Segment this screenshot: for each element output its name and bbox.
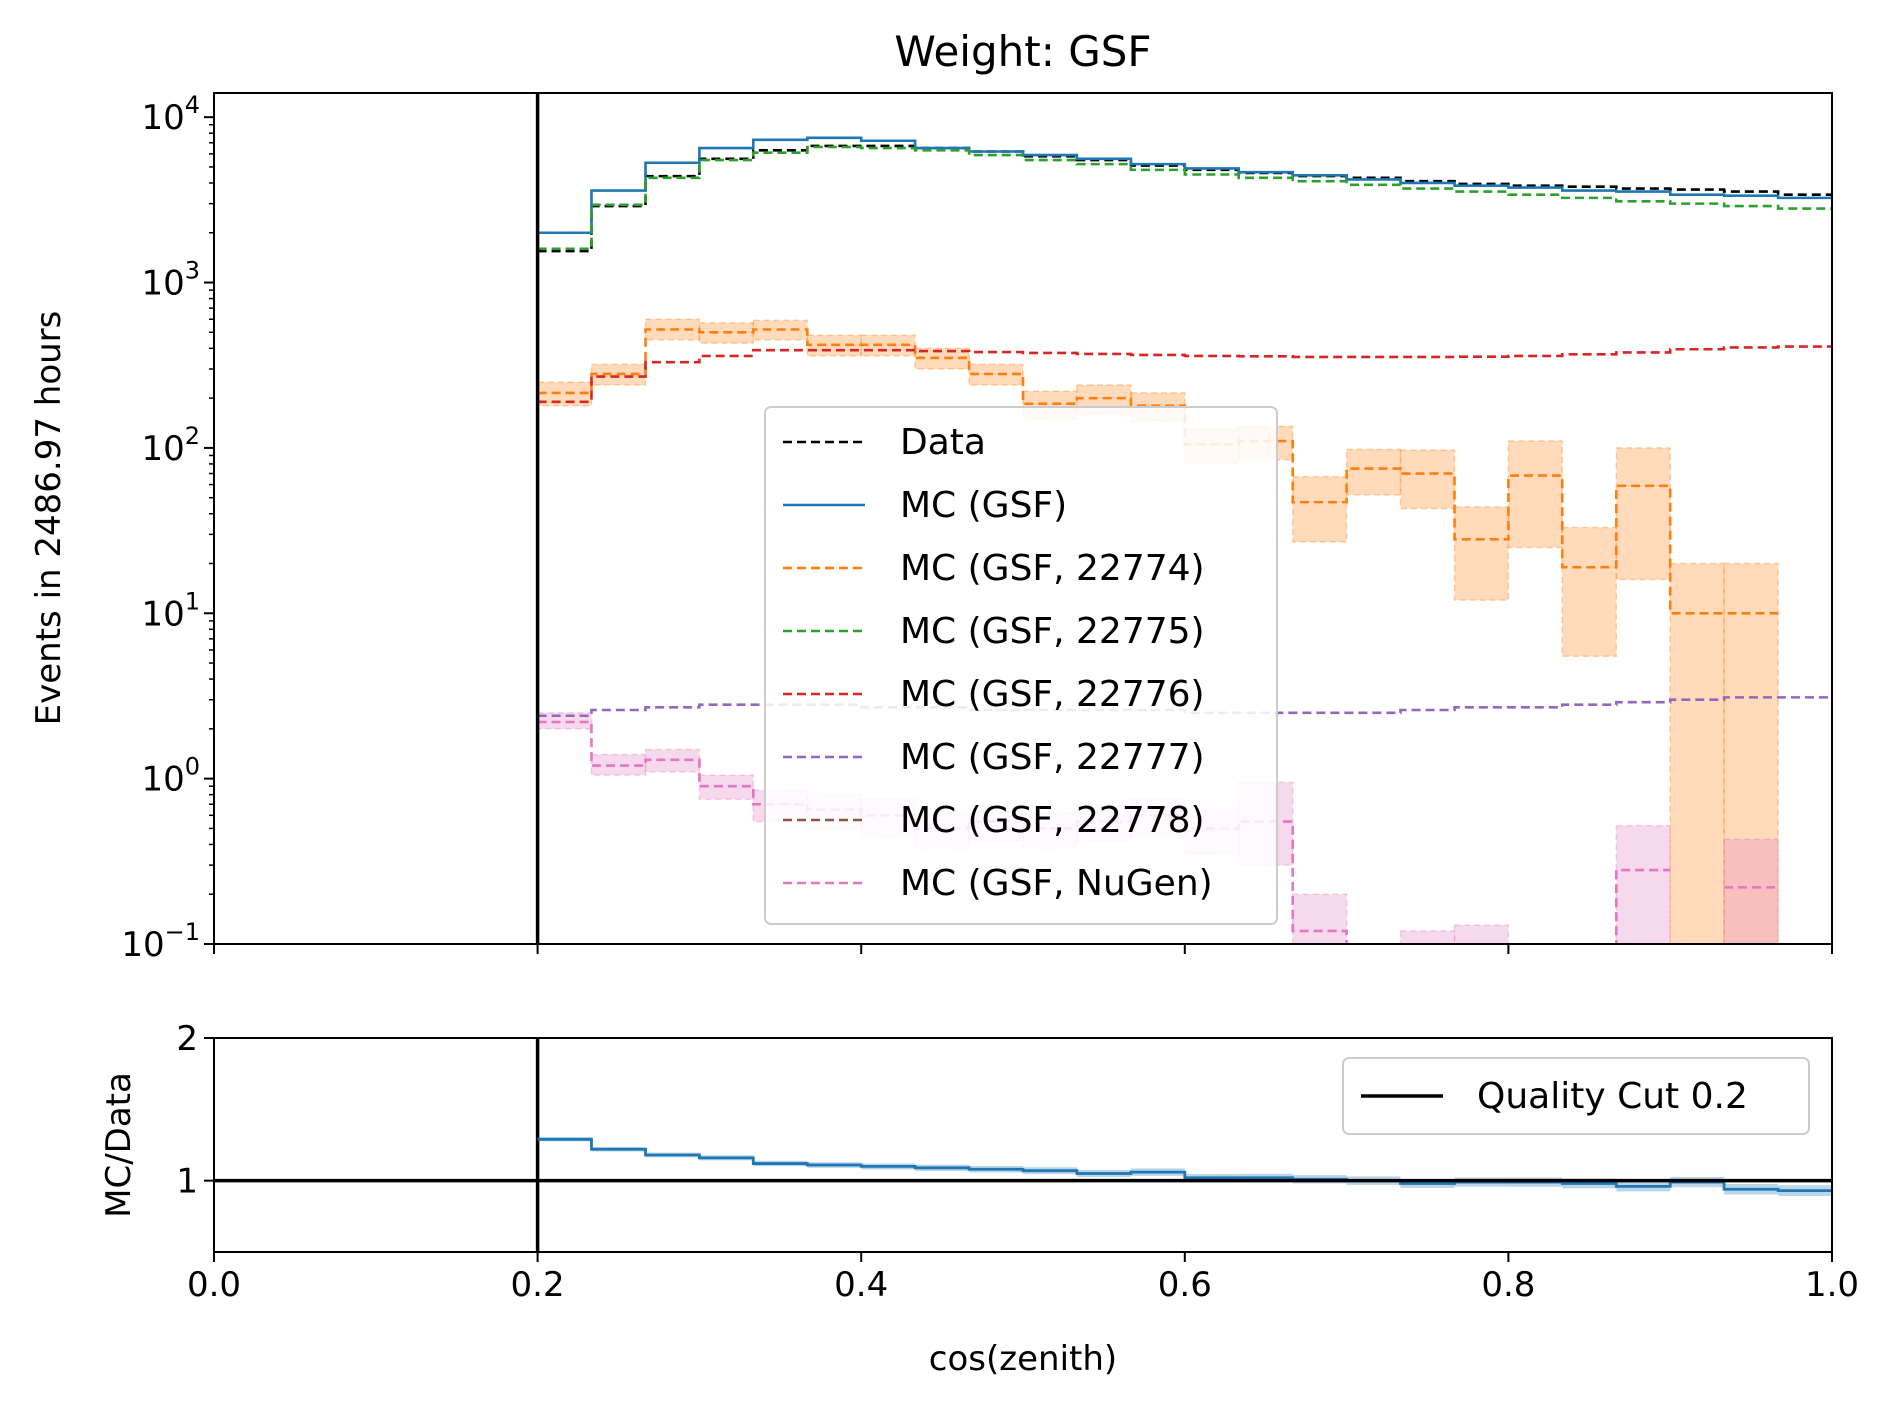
uncertainty-band <box>1723 838 1779 944</box>
series-line <box>537 345 1832 404</box>
x-tick-label: 1.0 <box>1805 1265 1859 1305</box>
uncertainty-band <box>1507 440 1564 549</box>
ratio-legend-label: Quality Cut 0.2 <box>1477 1076 1748 1117</box>
main-y-tick-exponent: 0 <box>185 753 200 781</box>
series-line <box>537 136 1832 235</box>
uncertainty-band <box>1291 475 1348 543</box>
main-y-tick-exponent: 1 <box>185 587 200 615</box>
uncertainty-band <box>1615 824 1671 944</box>
x-axis-label: cos(zenith) <box>929 1339 1117 1379</box>
series-line <box>537 328 1779 615</box>
legend-label: MC (GSF, 22774) <box>900 548 1205 589</box>
chart-title: Weight: GSF <box>894 27 1151 76</box>
main-y-axis-label: Events in 2486.97 hours <box>29 311 69 726</box>
uncertainty-band <box>1561 943 1618 944</box>
legend-label: MC (GSF, 22775) <box>900 611 1205 652</box>
ratio-axes-frame <box>213 1037 1833 1253</box>
main-plot-area <box>535 93 1832 944</box>
ratio-legend-box <box>1342 1057 1810 1135</box>
uncertainty-band <box>1345 448 1402 496</box>
legend-box <box>764 406 1278 925</box>
main-y-tick-label: 101 <box>141 587 200 634</box>
uncertainty-band <box>1399 930 1456 944</box>
uncertainty-band <box>1507 943 1564 944</box>
ratio-plot-area <box>214 1038 1832 1252</box>
uncertainty-band <box>914 347 970 370</box>
ratio-line <box>537 1137 1832 1193</box>
series-line <box>537 144 1832 253</box>
main-y-tick-label: 104 <box>141 91 200 138</box>
main-y-tick-exponent: −1 <box>165 918 200 946</box>
uncertainty-band <box>1453 924 1510 944</box>
uncertainty-band <box>1291 893 1348 944</box>
uncertainty-band <box>1615 447 1671 581</box>
uncertainty-band <box>1561 526 1618 657</box>
legend-label: MC (GSF, 22776) <box>900 674 1205 715</box>
x-tick-label: 0.4 <box>834 1265 888 1305</box>
uncertainty-band <box>1345 943 1402 944</box>
x-tick-label: 0.2 <box>511 1265 565 1305</box>
main-y-tick-label: 10−1 <box>121 918 200 965</box>
legend-label: MC (GSF, NuGen) <box>900 863 1213 904</box>
main-plot-clip <box>536 136 1832 944</box>
legend-label: MC (GSF, 22777) <box>900 737 1205 778</box>
x-tick-label: 0.8 <box>1481 1265 1535 1305</box>
main-axes-frame <box>213 92 1833 945</box>
legend-label: MC (GSF) <box>900 485 1067 526</box>
legend-label: Data <box>900 422 986 463</box>
uncertainty-band <box>1453 506 1510 601</box>
main-legend: Data MC (GSF) MC (GSF, 22774) MC (GSF, 2277… <box>764 406 1278 925</box>
main-y-tick-label: 103 <box>141 257 200 304</box>
main-y-tick-exponent: 2 <box>185 422 200 450</box>
legend-label: MC (GSF, 22778) <box>900 800 1205 841</box>
main-y-tick-label: 102 <box>141 422 200 469</box>
uncertainty-band <box>590 753 647 776</box>
ratio-y-tick-label: 1 <box>176 1162 198 1202</box>
uncertainty-band <box>1399 449 1456 510</box>
ratio-y-tick-label: 2 <box>176 1019 198 1059</box>
uncertainty-band <box>968 363 1024 386</box>
series-line <box>537 145 1832 251</box>
ratio-legend: Quality Cut 0.2 <box>1342 1057 1810 1135</box>
uncertainty-band <box>1723 562 1779 944</box>
ratio-y-axis-label: MC/Data <box>99 1072 139 1218</box>
main-y-tick-exponent: 3 <box>185 257 200 285</box>
main-y-tick-exponent: 4 <box>185 91 200 119</box>
ratio-plot-clip <box>537 1137 1832 1197</box>
x-tick-label: 0.6 <box>1158 1265 1212 1305</box>
main-y-tick-label: 100 <box>141 753 200 800</box>
uncertainty-band <box>1669 562 1725 944</box>
x-tick-label: 0.0 <box>187 1265 241 1305</box>
